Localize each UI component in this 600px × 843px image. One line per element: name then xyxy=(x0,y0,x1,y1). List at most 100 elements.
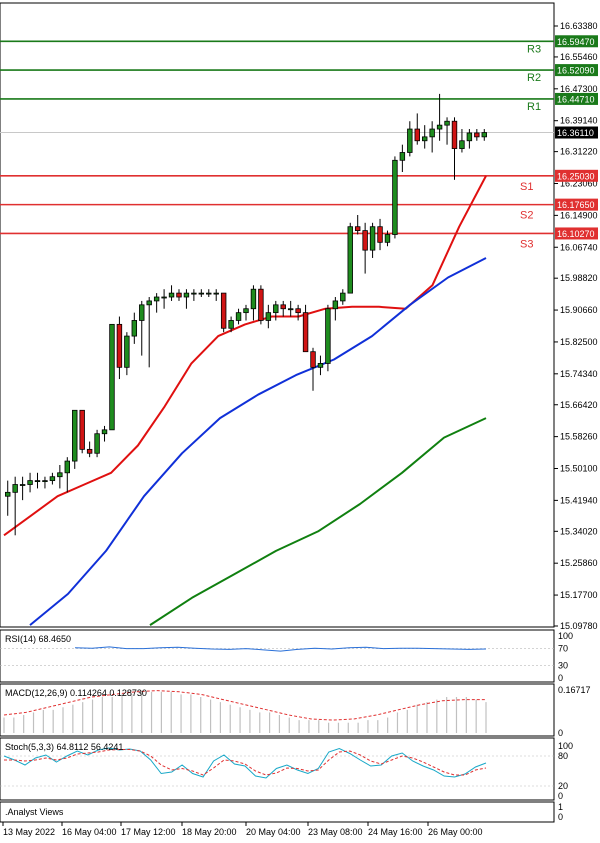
candle-body xyxy=(340,292,346,302)
footer-tick-label: 1 xyxy=(558,802,563,812)
candle-body xyxy=(168,292,175,298)
candle-body xyxy=(273,304,279,314)
candle-body xyxy=(317,363,324,368)
price-axis: 16.63380 16.55460 16.47300 16.39140 16.31220… xyxy=(554,21,598,631)
candle-body xyxy=(153,296,160,302)
level-price-label: 16.10270 xyxy=(557,229,595,239)
time-tick-label: 26 May 00:00 xyxy=(428,827,483,837)
moving-average-line xyxy=(149,417,487,626)
level-price-badge xyxy=(555,35,598,48)
time-tick-label: 17 May 12:00 xyxy=(121,827,176,837)
candle-body xyxy=(258,288,264,321)
stoch-d-line xyxy=(4,749,487,776)
candle-body xyxy=(369,226,376,251)
candle-body xyxy=(362,230,368,251)
time-tick-label: 20 May 04:00 xyxy=(246,827,301,837)
macd-label: MACD(12,26,9) 0.114264 0.128730 xyxy=(5,688,147,698)
macd-pane-frame xyxy=(0,683,555,737)
candle-body xyxy=(131,320,138,337)
candle-body xyxy=(206,292,212,295)
level-price-badge xyxy=(555,227,598,240)
candle-body xyxy=(287,308,294,311)
level-price-badge xyxy=(555,64,598,77)
price-tick-label: 16.55460 xyxy=(560,52,598,62)
candle-body xyxy=(377,226,383,243)
candle-body xyxy=(27,480,33,485)
time-tick-label: 13 May 2022 xyxy=(3,827,55,837)
candle-body xyxy=(444,120,450,126)
level-price-badge xyxy=(555,198,598,211)
price-tick-label: 16.23060 xyxy=(560,179,598,189)
footer-label: .Analyst Views xyxy=(5,807,64,817)
candle-body xyxy=(213,292,219,295)
candle-body xyxy=(436,124,443,130)
price-tick-label: 15.25860 xyxy=(560,558,598,568)
level-price-label: 16.52090 xyxy=(557,66,595,76)
price-tick-label: 15.98820 xyxy=(560,273,598,283)
price-tick-label: 16.39140 xyxy=(560,116,598,126)
price-tick-label: 15.66420 xyxy=(560,400,598,410)
level-price-label: 16.59470 xyxy=(557,37,595,47)
candle-body xyxy=(407,128,413,153)
price-tick-label: 15.50100 xyxy=(560,464,598,474)
time-tick-label: 18 May 20:00 xyxy=(182,827,237,837)
rsi-pane: 100 70 30 0 xyxy=(0,631,573,683)
stoch-pane-frame xyxy=(0,737,555,801)
price-tick-label: 15.90660 xyxy=(560,305,598,315)
rsi-pane-frame xyxy=(0,629,555,683)
price-pane: R3 R2 R1 S1 S2 S3 xyxy=(0,40,554,626)
level-name-s1: S1 xyxy=(520,181,533,193)
candle-body xyxy=(176,292,182,298)
moving-average-line xyxy=(3,175,487,537)
candle-body xyxy=(191,292,197,295)
level-price-label: 16.25030 xyxy=(557,171,595,181)
stoch-label: Stoch(5,3,3) 64.8112 56.4241 xyxy=(5,742,123,752)
price-tick-label: 16.06740 xyxy=(560,242,598,252)
macd-signal-line xyxy=(3,690,486,721)
candle-body xyxy=(347,226,353,294)
current-price-label: 16.36110 xyxy=(557,128,594,138)
candle-body xyxy=(34,480,41,483)
rsi-line xyxy=(74,646,487,652)
macd-tick-label: 0 xyxy=(558,728,563,738)
candle-body xyxy=(94,433,100,454)
candle-body xyxy=(235,312,242,321)
candle-body xyxy=(124,335,130,368)
macd-tick-label: 0.16717 xyxy=(558,685,591,695)
candle-body xyxy=(384,234,391,243)
rsi-tick-label: 30 xyxy=(558,660,568,670)
footer-pane-frame xyxy=(0,801,555,823)
candle-body xyxy=(325,308,331,364)
level-name-s2: S2 xyxy=(520,210,533,222)
candle-body xyxy=(421,136,428,142)
level-name-r3: R3 xyxy=(527,43,541,55)
stoch-tick-label: 0 xyxy=(558,791,563,801)
level-price-label: 16.17650 xyxy=(557,200,595,210)
level-price-badge xyxy=(555,92,598,105)
rsi-tick-label: 0 xyxy=(558,673,563,683)
candle-body xyxy=(5,491,11,497)
price-tick-label: 16.14900 xyxy=(560,210,598,220)
candle-body xyxy=(295,308,301,314)
current-price-badge xyxy=(555,126,598,139)
candle-body xyxy=(42,480,48,483)
level-price-badge xyxy=(555,169,598,182)
candle-body xyxy=(228,320,234,329)
price-tick-label: 15.41940 xyxy=(560,495,598,505)
candle-body xyxy=(481,132,487,138)
candle-body xyxy=(198,292,205,295)
candle-body xyxy=(474,132,480,138)
candle-body xyxy=(302,312,309,353)
candle-body xyxy=(451,120,458,149)
stoch-k-line xyxy=(3,747,487,779)
candle-body xyxy=(79,409,85,450)
candle-body xyxy=(139,304,145,321)
level-name-r1: R1 xyxy=(527,101,541,113)
candle-body xyxy=(392,159,398,235)
candle-body xyxy=(86,448,93,454)
candle-body xyxy=(146,300,152,306)
level-name-s3: S3 xyxy=(520,238,533,250)
level-name-r2: R2 xyxy=(527,72,541,84)
candle-body xyxy=(250,288,257,310)
